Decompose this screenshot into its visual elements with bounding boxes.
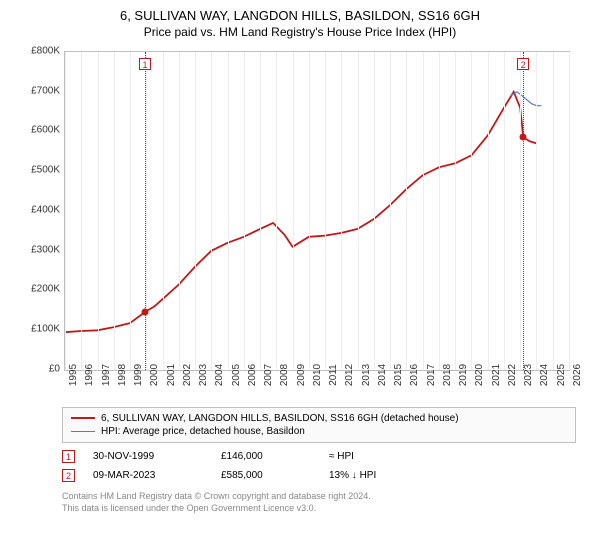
x-tick-label: 2008 xyxy=(279,364,290,386)
x-tick-label: 2023 xyxy=(523,364,534,386)
y-tick-label: £700K xyxy=(20,85,60,96)
x-tick-label: 2016 xyxy=(409,364,420,386)
x-tick-label: 1997 xyxy=(101,364,112,386)
copyright-line2: This data is licensed under the Open Gov… xyxy=(62,503,576,515)
x-tick-label: 2001 xyxy=(166,364,177,386)
x-tick-label: 2015 xyxy=(393,364,404,386)
event-date: 30-NOV-1999 xyxy=(93,451,203,462)
y-tick-label: £100K xyxy=(20,324,60,335)
x-tick-label: 2003 xyxy=(198,364,209,386)
x-tick-label: 1995 xyxy=(68,364,79,386)
x-tick-label: 2013 xyxy=(361,364,372,386)
x-tick-label: 2020 xyxy=(474,364,485,386)
x-tick-label: 2026 xyxy=(572,364,583,386)
event-row: 2 09-MAR-2023 £585,000 13% ↓ HPI xyxy=(62,466,576,485)
events-table: 1 30-NOV-1999 £146,000 ≈ HPI 2 09-MAR-2023 £58… xyxy=(62,447,576,485)
chart-lines xyxy=(65,52,569,370)
legend-swatch xyxy=(71,431,95,432)
y-tick-label: £300K xyxy=(20,244,60,255)
x-tick-label: 2018 xyxy=(442,364,453,386)
marker-dot-2 xyxy=(520,134,527,141)
event-price: £146,000 xyxy=(221,451,311,462)
x-tick-label: 2006 xyxy=(247,364,258,386)
x-tick-label: 2010 xyxy=(312,364,323,386)
chart-subtitle: Price paid vs. HM Land Registry's House … xyxy=(12,25,588,39)
chart-area: £0 £100K £200K £300K £400K £500K £600K £700K £80… xyxy=(20,45,576,403)
x-tick-label: 2009 xyxy=(296,364,307,386)
x-tick-label: 2022 xyxy=(507,364,518,386)
x-tick-label: 2021 xyxy=(491,364,502,386)
x-tick-label: 2000 xyxy=(149,364,160,386)
x-tick-label: 2002 xyxy=(182,364,193,386)
legend-swatch xyxy=(71,417,95,419)
x-tick-label: 2024 xyxy=(539,364,550,386)
y-tick-label: £800K xyxy=(20,45,60,56)
y-tick-label: £600K xyxy=(20,125,60,136)
copyright-line1: Contains HM Land Registry data © Crown c… xyxy=(62,491,576,503)
x-tick-label: 2012 xyxy=(344,364,355,386)
x-tick-label: 2004 xyxy=(214,364,225,386)
copyright: Contains HM Land Registry data © Crown c… xyxy=(62,491,576,514)
legend-label: 6, SULLIVAN WAY, LANGDON HILLS, BASILDON… xyxy=(101,413,459,424)
x-tick-label: 2005 xyxy=(231,364,242,386)
y-tick-label: £500K xyxy=(20,165,60,176)
y-tick-label: £400K xyxy=(20,204,60,215)
x-tick-label: 2007 xyxy=(263,364,274,386)
chart-container: 6, SULLIVAN WAY, LANGDON HILLS, BASILDON… xyxy=(0,0,600,560)
legend-item: 6, SULLIVAN WAY, LANGDON HILLS, BASILDON… xyxy=(71,412,567,425)
marker-label-2: 2 xyxy=(517,58,529,70)
x-tick-label: 1999 xyxy=(133,364,144,386)
marker-label-1: 1 xyxy=(139,58,151,70)
x-tick-label: 2017 xyxy=(426,364,437,386)
event-note: ≈ HPI xyxy=(329,451,576,462)
y-tick-label: £0 xyxy=(20,363,60,374)
x-tick-label: 2011 xyxy=(328,364,339,386)
x-tick-label: 1996 xyxy=(84,364,95,386)
legend-item: HPI: Average price, detached house, Basi… xyxy=(71,425,567,438)
chart-title: 6, SULLIVAN WAY, LANGDON HILLS, BASILDON… xyxy=(12,8,588,25)
x-tick-label: 2014 xyxy=(377,364,388,386)
x-tick-label: 2025 xyxy=(556,364,567,386)
series-property xyxy=(65,92,537,332)
event-date: 09-MAR-2023 xyxy=(93,470,203,481)
y-tick-label: £200K xyxy=(20,284,60,295)
legend-label: HPI: Average price, detached house, Basi… xyxy=(101,426,305,437)
event-row: 1 30-NOV-1999 £146,000 ≈ HPI xyxy=(62,447,576,466)
x-tick-label: 1998 xyxy=(117,364,128,386)
event-price: £585,000 xyxy=(221,470,311,481)
x-tick-label: 2019 xyxy=(458,364,469,386)
event-note: 13% ↓ HPI xyxy=(329,470,576,481)
marker-dot-1 xyxy=(141,308,148,315)
plot-area: 12 xyxy=(64,51,570,371)
legend: 6, SULLIVAN WAY, LANGDON HILLS, BASILDON… xyxy=(62,407,576,443)
event-marker: 1 xyxy=(62,450,75,463)
event-marker: 2 xyxy=(62,469,75,482)
